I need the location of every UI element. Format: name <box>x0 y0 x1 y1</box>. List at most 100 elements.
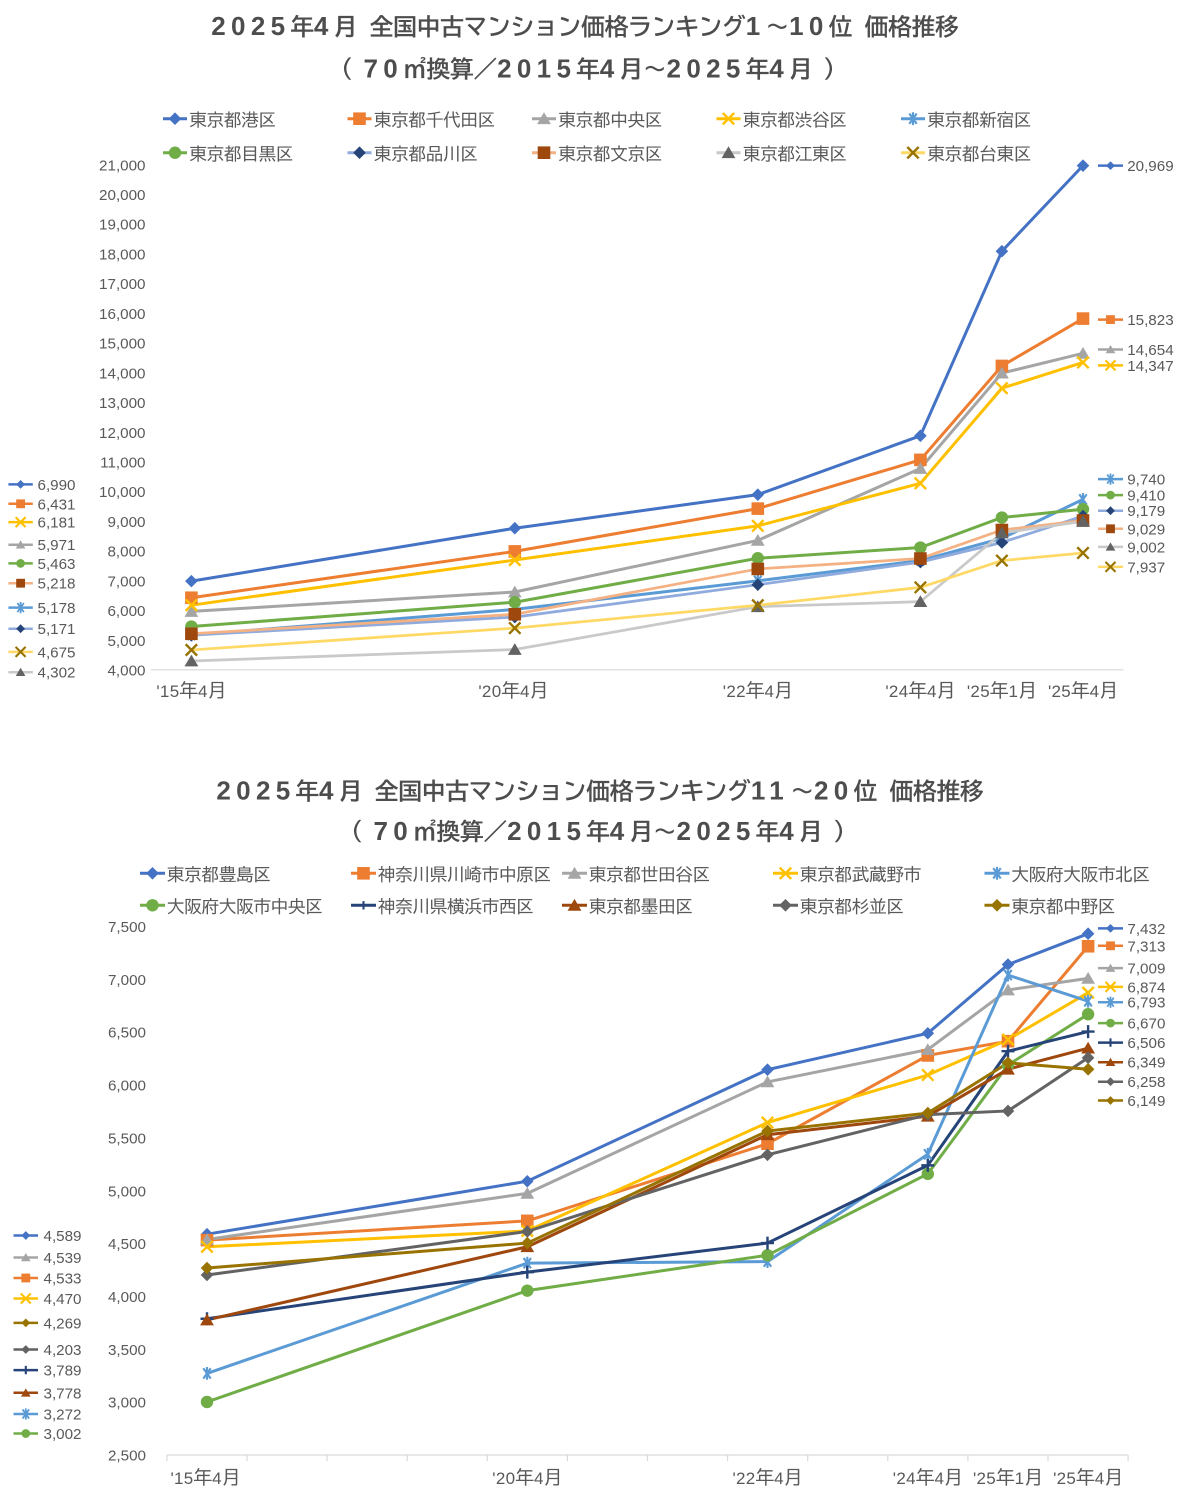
svg-text:10,000: 10,000 <box>99 484 145 501</box>
svg-text:4: 4 <box>314 11 334 41</box>
svg-text:6,506: 6,506 <box>1127 1035 1165 1052</box>
svg-text:6,431: 6,431 <box>38 496 76 513</box>
svg-text:5,218: 5,218 <box>38 576 76 593</box>
svg-text:16,000: 16,000 <box>99 306 145 323</box>
svg-text:4: 4 <box>769 54 789 84</box>
svg-text:9,410: 9,410 <box>1127 488 1165 505</box>
svg-text:2025: 2025 <box>216 776 295 806</box>
svg-text:2015: 2015 <box>507 816 586 846</box>
svg-text:18,000: 18,000 <box>99 246 145 263</box>
svg-text:3,002: 3,002 <box>44 1426 82 1443</box>
svg-text:14,654: 14,654 <box>1127 342 1173 359</box>
svg-text:5,971: 5,971 <box>38 537 76 554</box>
svg-text:10: 10 <box>789 11 829 41</box>
svg-text:9,179: 9,179 <box>1127 503 1165 520</box>
svg-text:4,675: 4,675 <box>38 644 76 661</box>
svg-text:1: 1 <box>746 11 766 41</box>
svg-text:14,000: 14,000 <box>99 365 145 382</box>
svg-text:14,347: 14,347 <box>1127 358 1173 375</box>
svg-text:6,181: 6,181 <box>38 515 76 532</box>
svg-text:3,500: 3,500 <box>108 1342 146 1359</box>
svg-text:4,203: 4,203 <box>44 1342 82 1359</box>
svg-text:4: 4 <box>520 682 530 701</box>
svg-text:5,171: 5,171 <box>38 621 76 638</box>
svg-text:4: 4 <box>198 682 208 701</box>
svg-text:7,009: 7,009 <box>1127 961 1165 978</box>
svg-text:'22: '22 <box>723 682 746 701</box>
svg-text:4: 4 <box>934 1469 944 1488</box>
svg-text:'25: '25 <box>1048 682 1071 701</box>
svg-text:6,258: 6,258 <box>1127 1074 1165 1091</box>
svg-text:6,874: 6,874 <box>1127 979 1165 996</box>
svg-text:15,000: 15,000 <box>99 336 145 353</box>
svg-text:7,937: 7,937 <box>1127 559 1165 576</box>
svg-text:6,670: 6,670 <box>1127 1016 1165 1033</box>
svg-text:2015: 2015 <box>497 54 576 84</box>
svg-text:4: 4 <box>600 54 620 84</box>
svg-text:19,000: 19,000 <box>99 217 145 234</box>
svg-text:4: 4 <box>764 682 774 701</box>
svg-text:13,000: 13,000 <box>99 395 145 412</box>
svg-text:21,000: 21,000 <box>99 157 145 174</box>
svg-text:70: 70 <box>373 816 413 846</box>
svg-text:9,029: 9,029 <box>1127 521 1165 538</box>
svg-text:6,000: 6,000 <box>107 603 145 620</box>
svg-text:'25: '25 <box>1053 1469 1076 1488</box>
svg-text:3,000: 3,000 <box>108 1395 146 1412</box>
svg-text:20: 20 <box>814 776 854 806</box>
svg-text:1: 1 <box>1015 1469 1025 1488</box>
svg-text:20,969: 20,969 <box>1127 158 1173 175</box>
svg-text:7,313: 7,313 <box>1127 938 1165 955</box>
svg-text:4,589: 4,589 <box>44 1228 82 1245</box>
svg-text:12,000: 12,000 <box>99 425 145 442</box>
svg-text:5,463: 5,463 <box>38 556 76 573</box>
svg-text:7,432: 7,432 <box>1127 921 1165 938</box>
svg-text:7,500: 7,500 <box>108 919 146 936</box>
svg-text:4: 4 <box>774 1469 784 1488</box>
svg-text:4,000: 4,000 <box>108 1289 146 1306</box>
svg-text:4: 4 <box>927 682 937 701</box>
svg-text:4: 4 <box>610 816 630 846</box>
svg-text:4: 4 <box>212 1469 222 1488</box>
svg-text:2025: 2025 <box>677 816 756 846</box>
svg-text:9,000: 9,000 <box>107 514 145 531</box>
svg-text:4: 4 <box>1095 1469 1105 1488</box>
svg-text:5,000: 5,000 <box>108 1183 146 1200</box>
svg-text:4: 4 <box>319 776 339 806</box>
svg-text:2025: 2025 <box>211 11 290 41</box>
svg-text:'20: '20 <box>478 682 501 701</box>
svg-text:4,269: 4,269 <box>44 1315 82 1332</box>
svg-text:8,000: 8,000 <box>107 544 145 561</box>
svg-text:'20: '20 <box>492 1469 515 1488</box>
svg-text:4,500: 4,500 <box>108 1236 146 1253</box>
svg-text:3,778: 3,778 <box>44 1385 82 1402</box>
svg-text:'25: '25 <box>967 682 990 701</box>
svg-text:'22: '22 <box>732 1469 755 1488</box>
svg-text:5,500: 5,500 <box>108 1130 146 1147</box>
svg-text:70: 70 <box>363 54 403 84</box>
svg-text:5,178: 5,178 <box>38 600 76 617</box>
svg-text:'25: '25 <box>973 1469 996 1488</box>
svg-text:4: 4 <box>1090 682 1100 701</box>
svg-text:4,539: 4,539 <box>44 1250 82 1267</box>
svg-text:17,000: 17,000 <box>99 276 145 293</box>
svg-text:6,990: 6,990 <box>38 477 76 494</box>
svg-text:4,470: 4,470 <box>44 1291 82 1308</box>
svg-text:6,793: 6,793 <box>1127 995 1165 1012</box>
svg-text:15,823: 15,823 <box>1127 312 1173 329</box>
svg-text:7,000: 7,000 <box>107 573 145 590</box>
svg-text:3,272: 3,272 <box>44 1407 82 1424</box>
svg-text:2,500: 2,500 <box>108 1448 146 1465</box>
svg-text:3,789: 3,789 <box>44 1363 82 1380</box>
svg-text:7,000: 7,000 <box>108 972 146 989</box>
svg-text:11,000: 11,000 <box>100 454 145 471</box>
svg-text:6,349: 6,349 <box>1127 1055 1165 1072</box>
svg-text:4,000: 4,000 <box>107 663 145 680</box>
svg-text:6,500: 6,500 <box>108 1025 146 1042</box>
svg-text:6,149: 6,149 <box>1127 1093 1165 1110</box>
svg-text:'24: '24 <box>885 682 908 701</box>
svg-text:20,000: 20,000 <box>99 187 145 204</box>
svg-text:'15: '15 <box>170 1469 193 1488</box>
svg-text:2025: 2025 <box>667 54 746 84</box>
svg-text:4,533: 4,533 <box>44 1271 82 1288</box>
